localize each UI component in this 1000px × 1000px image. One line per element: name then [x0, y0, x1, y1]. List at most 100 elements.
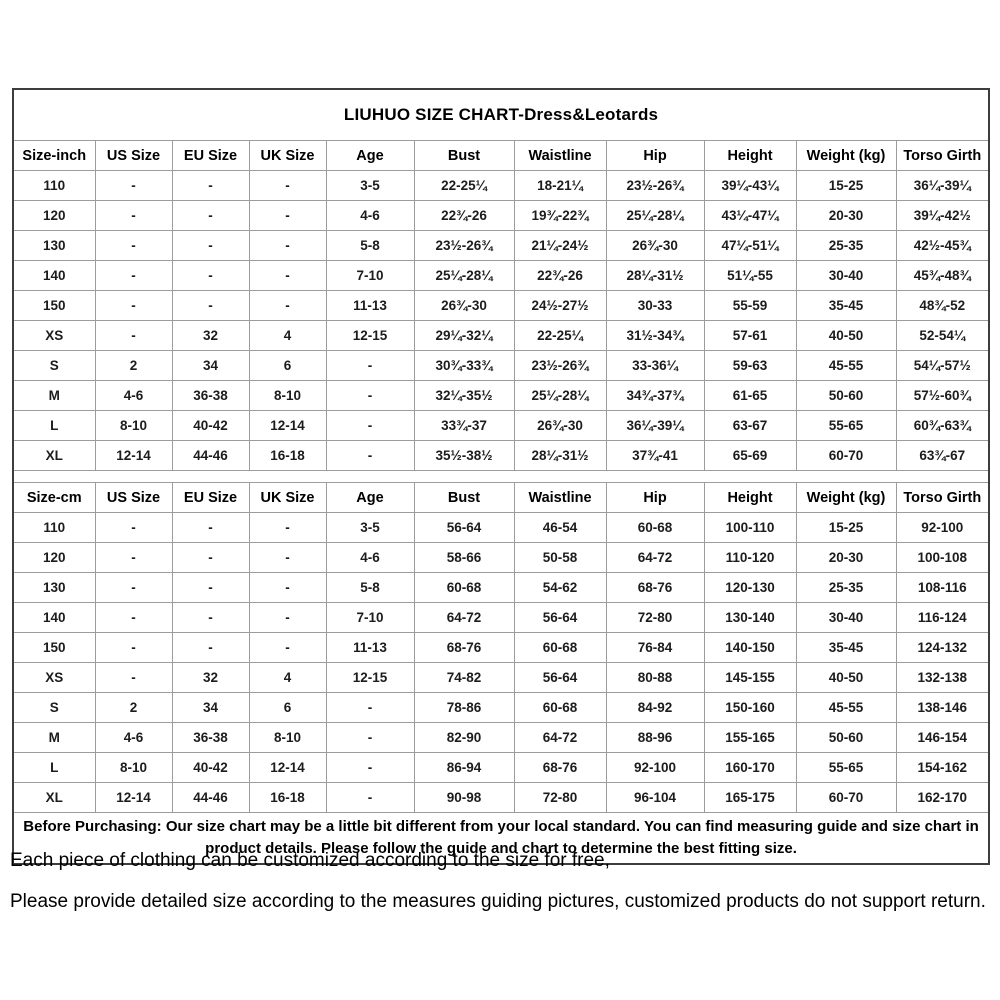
table-cell: 7-10 — [325, 602, 415, 633]
table-cell: 39¼-42½ — [895, 200, 990, 231]
table-cell: 30-40 — [795, 602, 897, 633]
table-cell: 155-165 — [703, 722, 797, 753]
size-label-cell: M — [12, 722, 96, 753]
table-cell: 86-94 — [413, 752, 515, 783]
table-cell: 46-54 — [513, 512, 607, 543]
size-label-cell: M — [12, 380, 96, 411]
table-cell: 28¼-31½ — [605, 260, 705, 291]
table-cell: 61-65 — [703, 380, 797, 411]
column-header: Height — [703, 482, 797, 513]
table-cell: 31½-34¾ — [605, 320, 705, 351]
table-row: XL 12-14 44-46 16-18-90-98 72-80 96-104 165-17… — [12, 782, 990, 813]
table-cell: 58-66 — [413, 542, 515, 573]
table-cell: 29¼-32¼ — [413, 320, 515, 351]
table-row: L 8-10 40-42 12-14-33¾-37 26¾-30 36¼-39¼ 63-67… — [12, 410, 990, 441]
table-cell: 55-65 — [795, 410, 897, 441]
column-header: Torso Girth — [895, 482, 990, 513]
table-cell: 40-50 — [795, 662, 897, 693]
table-cell: 35-45 — [795, 632, 897, 663]
table-cell: 12-14 — [94, 782, 173, 813]
table-cell: 34 — [171, 350, 250, 381]
table-row: 120- - -4-6 58-66 50-58 64-72 110-120 20-30 100-… — [12, 542, 990, 573]
table-cell: 4 — [248, 320, 327, 351]
table-cell: 45-55 — [795, 350, 897, 381]
table-cell: - — [248, 200, 327, 231]
table-cell: 44-46 — [171, 440, 250, 471]
column-header: Age — [325, 140, 415, 171]
table-cell: 26¾-30 — [605, 230, 705, 261]
table-cell: - — [248, 170, 327, 201]
table-cell: 64-72 — [513, 722, 607, 753]
table-cell: 145-155 — [703, 662, 797, 693]
table-cell: 4-6 — [325, 200, 415, 231]
column-header: EU Size — [171, 140, 250, 171]
table-cell: 30-40 — [795, 260, 897, 291]
inch-header-row: Size-inch US Size EU Size UK Size Age Bust Wai… — [12, 140, 990, 171]
table-cell: 36-38 — [171, 722, 250, 753]
table-cell: 146-154 — [895, 722, 990, 753]
table-cell: 25-35 — [795, 230, 897, 261]
table-cell: - — [325, 440, 415, 471]
table-cell: 60-70 — [795, 440, 897, 471]
table-cell: 68-76 — [413, 632, 515, 663]
table-cell: - — [171, 260, 250, 291]
table-cell: 35½-38½ — [413, 440, 515, 471]
table-cell: 100-110 — [703, 512, 797, 543]
column-header: Hip — [605, 140, 705, 171]
table-row: 120- - -4-6 22¾-26 19¾-22¾ 25¼-28¼ 43¼-47¼ 20-3… — [12, 200, 990, 231]
table-cell: - — [94, 512, 173, 543]
table-row: 130- - -5-8 23½-26¾ 21¼-24½ 26¾-30 47¼-51¼ 25-3… — [12, 230, 990, 261]
table-cell: 8-10 — [248, 722, 327, 753]
size-label-cell: L — [12, 752, 96, 783]
table-cell: 8-10 — [94, 752, 173, 783]
chart-title: LIUHUO SIZE CHART-Dress&Leotards — [12, 88, 990, 141]
table-cell: 59-63 — [703, 350, 797, 381]
table-cell: 32 — [171, 320, 250, 351]
table-cell: - — [325, 722, 415, 753]
table-cell: 96-104 — [605, 782, 705, 813]
table-cell: 12-14 — [248, 410, 327, 441]
table-cell: - — [171, 290, 250, 321]
column-header: Age — [325, 482, 415, 513]
table-cell: 23½-26¾ — [605, 170, 705, 201]
table-cell: 140-150 — [703, 632, 797, 663]
table-cell: 11-13 — [325, 290, 415, 321]
table-cell: 40-42 — [171, 752, 250, 783]
table-cell: 12-14 — [248, 752, 327, 783]
table-cell: - — [171, 572, 250, 603]
customization-note: Each piece of clothing can be customized… — [10, 850, 990, 932]
table-cell: - — [248, 230, 327, 261]
table-cell: 138-146 — [895, 692, 990, 723]
table-cell: 45¾-48¾ — [895, 260, 990, 291]
table-cell: 76-84 — [605, 632, 705, 663]
table-cell: 28¼-31½ — [513, 440, 607, 471]
table-cell: - — [325, 350, 415, 381]
table-cell: 30-33 — [605, 290, 705, 321]
table-cell: - — [94, 572, 173, 603]
table-cell: 19¾-22¾ — [513, 200, 607, 231]
table-cell: 6 — [248, 692, 327, 723]
table-row: S 2 34 6-30¾-33¾ 23½-26¾ 33-36¼ 59-63 45-55 54¼-… — [12, 350, 990, 381]
table-cell: 68-76 — [513, 752, 607, 783]
table-cell: 74-82 — [413, 662, 515, 693]
table-cell: 34¾-37¾ — [605, 380, 705, 411]
table-row: XS -32 4 12-15 74-82 56-64 80-88 145-155 40-50 13… — [12, 662, 990, 693]
table-cell: - — [325, 692, 415, 723]
table-row: 150- - -11-13 26¾-30 24½-27½ 30-33 55-59 35-45 4… — [12, 290, 990, 321]
size-label-cell: S — [12, 350, 96, 381]
table-row: XL 12-14 44-46 16-18-35½-38½ 28¼-31½ 37¾-41 65… — [12, 440, 990, 471]
table-cell: 32 — [171, 662, 250, 693]
table-cell: 4-6 — [94, 722, 173, 753]
table-cell: - — [94, 602, 173, 633]
table-cell: - — [248, 290, 327, 321]
table-cell: - — [248, 260, 327, 291]
table-cell: 92-100 — [605, 752, 705, 783]
table-cell: 82-90 — [413, 722, 515, 753]
table-cell: - — [94, 230, 173, 261]
table-cell: 15-25 — [795, 170, 897, 201]
table-cell: 4 — [248, 662, 327, 693]
table-cell: 35-45 — [795, 290, 897, 321]
size-chart-container: LIUHUO SIZE CHART-Dress&Leotards Size-in… — [12, 88, 991, 865]
table-cell: 63-67 — [703, 410, 797, 441]
table-cell: 51¼-55 — [703, 260, 797, 291]
